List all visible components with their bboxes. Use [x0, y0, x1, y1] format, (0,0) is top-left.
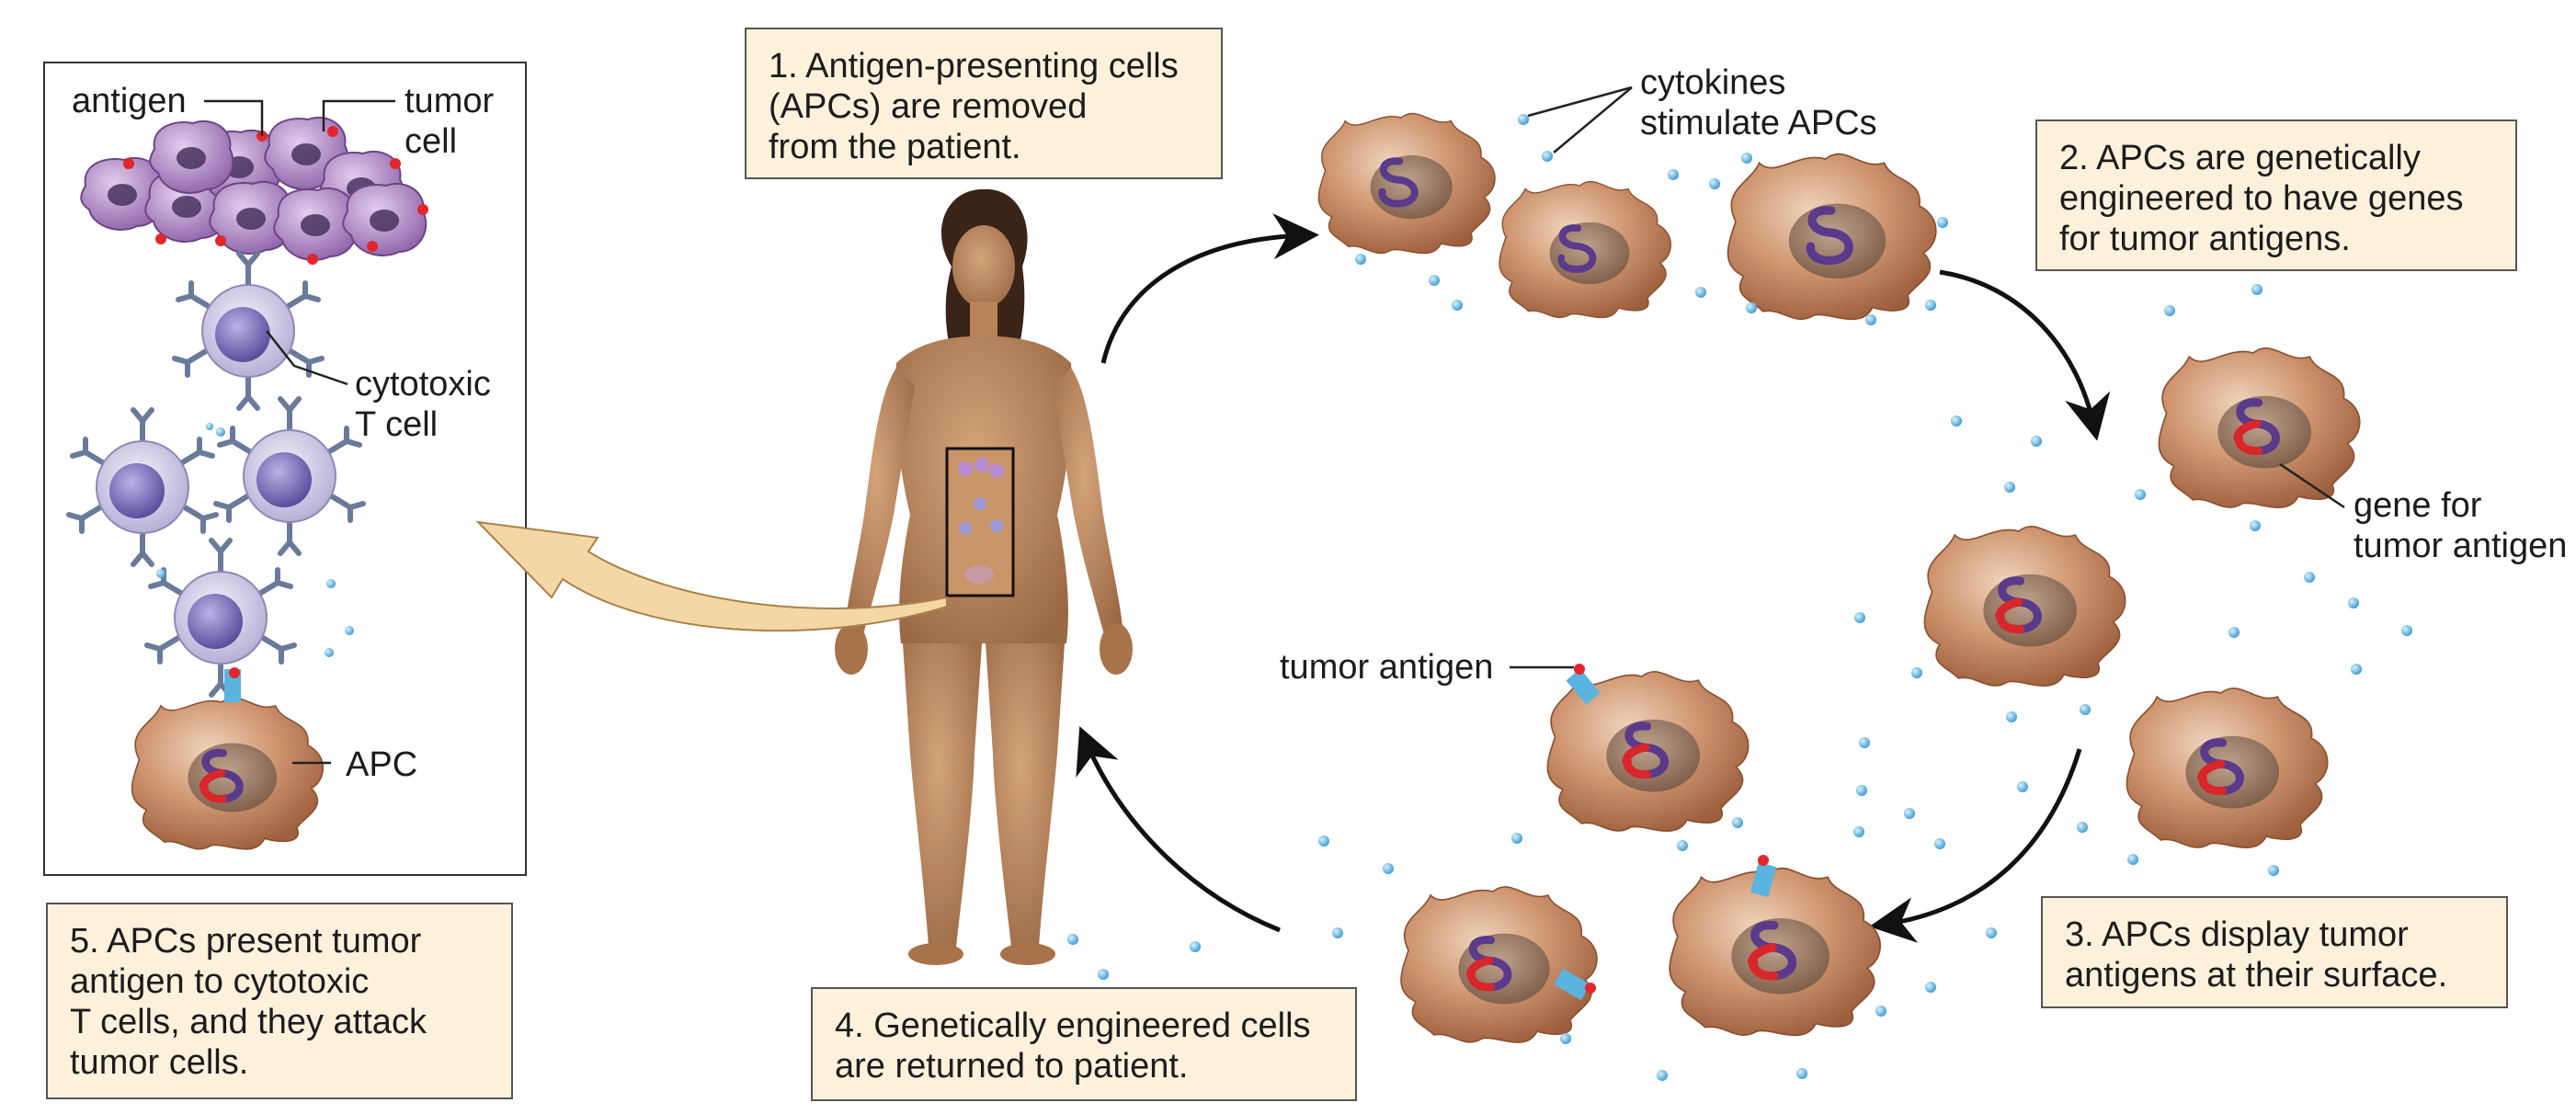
- label-apc: APC: [346, 745, 418, 784]
- apc-cell-icon: [1923, 526, 2126, 687]
- apc-cell-icon: [1400, 886, 1598, 1043]
- step3-text: 3. APCs display tumor antigens at their …: [2065, 915, 2448, 995]
- apc-cell-icon: [1669, 867, 1882, 1037]
- label-cytokines: cytokines stimulate APCs: [1640, 63, 1877, 142]
- step3-box: 3. APCs display tumor antigens at their …: [2041, 896, 2508, 1008]
- apc-cell-icon: [2158, 347, 2361, 508]
- left-leader-lines: [204, 99, 395, 765]
- tumor-antigen-receptor: [1554, 664, 1777, 1001]
- apc-cell-icon: [1546, 671, 1750, 832]
- label-cytotoxic-t-cell: cytotoxic T cell: [355, 365, 491, 444]
- apc-cell-icon: [1727, 153, 1937, 321]
- antigen-dots-tumor: [123, 126, 428, 265]
- step4-box: 4. Genetically engineered cells are retu…: [811, 987, 1357, 1101]
- step2-text: 2. APCs are genetically engineered to ha…: [2059, 139, 2464, 258]
- label-tumor-cell: tumor cell: [405, 82, 495, 161]
- label-tumor-antigen: tumor antigen: [1280, 648, 1494, 687]
- step4-text: 4. Genetically engineered cells are retu…: [835, 1006, 1311, 1086]
- cytokine-icon: [1067, 114, 2412, 1081]
- label-gene-for-tumor-antigen: gene for tumor antigen: [2354, 486, 2568, 565]
- step1-box: 1. Antigen-presenting cells (APCs) are r…: [745, 28, 1223, 179]
- label-antigen: antigen: [72, 82, 187, 120]
- flow-arrows: [1076, 213, 2111, 943]
- step2-box: 2. APCs are genetically engineered to ha…: [2035, 119, 2517, 271]
- step5-box: 5. APCs present tumor antigen to cytotox…: [46, 903, 513, 1099]
- step1-text: 1. Antigen-presenting cells (APCs) are r…: [769, 47, 1179, 166]
- right-leader-lines: [1510, 85, 2345, 669]
- step5-text: 5. APCs present tumor antigen to cytotox…: [70, 922, 427, 1082]
- return-arrow-icon: [475, 520, 948, 632]
- apc-cell-icon: [1317, 112, 1496, 255]
- human-figure-icon: [835, 188, 1133, 965]
- cytokine-icon: [156, 423, 354, 657]
- apc-cell-icon: [2126, 688, 2329, 848]
- apc-cell-icon: [1499, 180, 1672, 319]
